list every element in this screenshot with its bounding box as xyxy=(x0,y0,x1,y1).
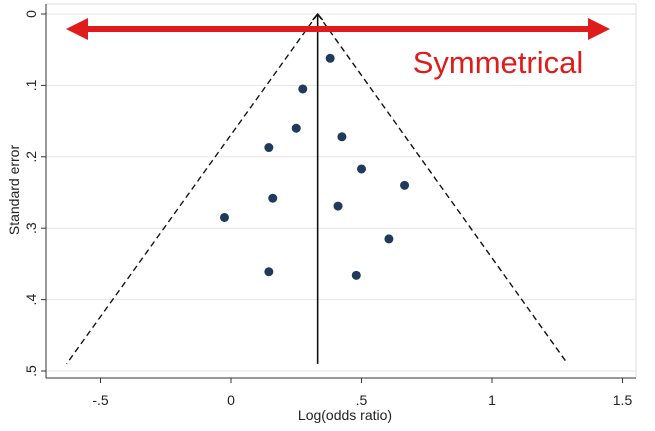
x-tick-label-4: 1.5 xyxy=(613,392,633,408)
data-point-0 xyxy=(325,53,335,63)
data-points xyxy=(219,53,410,280)
annotation-group: Symmetrical xyxy=(66,18,610,80)
data-point-9 xyxy=(219,212,229,222)
funnel-left-limit xyxy=(66,13,319,365)
data-point-1 xyxy=(298,84,308,94)
y-axis: 0 .1 .2 .3 .4 .5 xyxy=(23,4,47,378)
pooled-estimate-arrowhead xyxy=(312,12,324,21)
x-axis-title: Log(odds ratio) xyxy=(298,407,392,423)
symmetry-annotation-label: Symmetrical xyxy=(413,45,584,80)
y-tick-label-1: .1 xyxy=(23,79,39,91)
y-tick-label-3: .3 xyxy=(23,222,39,234)
x-tick-label-1: 0 xyxy=(227,392,235,408)
data-point-12 xyxy=(351,270,361,280)
x-tick-label-0: -.5 xyxy=(92,392,109,408)
data-point-4 xyxy=(264,143,274,153)
y-tick-label-4: .4 xyxy=(23,294,39,306)
x-axis: -.5 0 .5 1 1.5 xyxy=(46,377,636,408)
y-axis-title: Standard error xyxy=(6,145,22,236)
funnel-limits xyxy=(66,12,569,365)
data-point-5 xyxy=(357,164,366,174)
funnel-right-limit xyxy=(317,13,569,365)
y-tick-label-5: .5 xyxy=(23,365,39,377)
x-tick-label-2: .5 xyxy=(356,392,368,408)
grid-lines xyxy=(46,13,636,372)
symmetry-arrow-right-head xyxy=(588,18,610,40)
data-point-3 xyxy=(337,132,347,142)
data-point-7 xyxy=(268,193,278,203)
data-point-10 xyxy=(384,234,394,244)
symmetry-arrow-left-head xyxy=(66,18,88,40)
data-point-11 xyxy=(264,267,274,277)
data-point-8 xyxy=(333,201,343,211)
y-tick-label-2: .2 xyxy=(23,151,39,163)
x-tick-label-3: 1 xyxy=(488,392,496,408)
data-point-2 xyxy=(291,123,301,133)
y-tick-label-0: 0 xyxy=(23,10,39,18)
data-point-6 xyxy=(400,180,410,190)
plot-area xyxy=(45,3,637,379)
